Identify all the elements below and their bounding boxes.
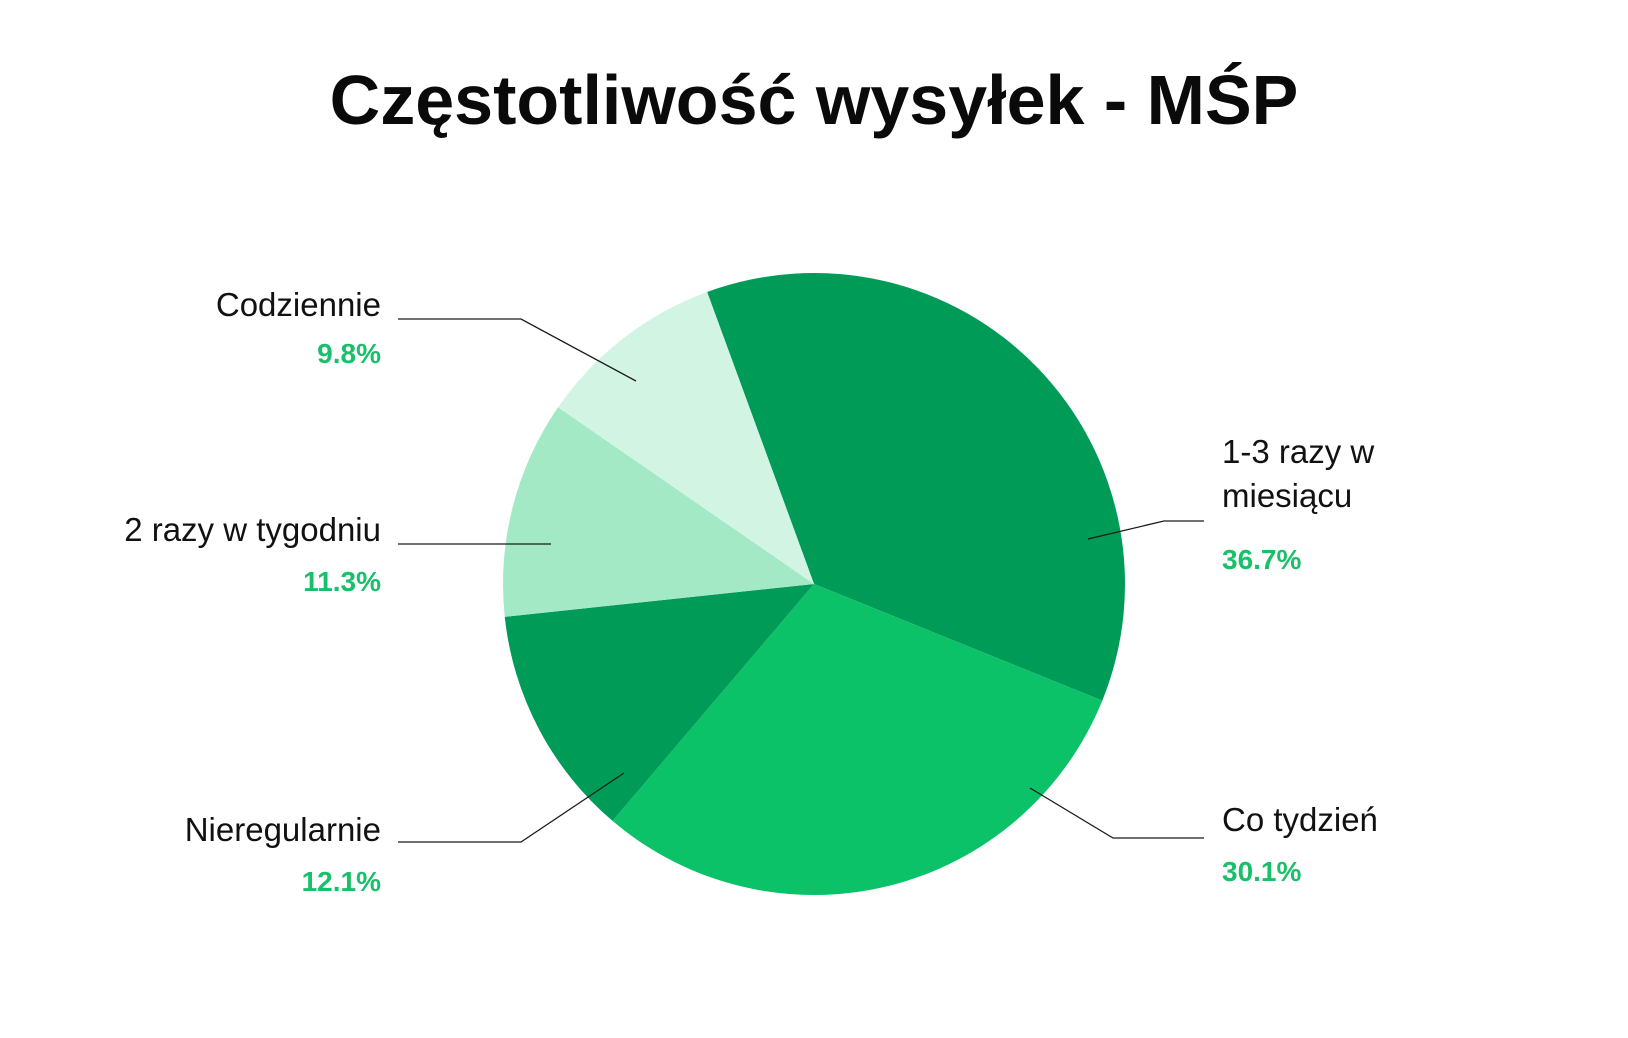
- slice-value-4: 11.3%: [303, 566, 381, 597]
- leader-line-2: [1029, 787, 1204, 839]
- chart-title: Częstotliwość wysyłek - MŚP: [329, 61, 1299, 139]
- slice-value-1: 36.7%: [1222, 544, 1301, 575]
- slice-value-3: 12.1%: [302, 866, 381, 897]
- slice-label-1: 1-3 razy w miesiącu: [1222, 433, 1374, 514]
- leader-line-3: [398, 772, 625, 843]
- slice-value-5: 9.8%: [317, 338, 381, 369]
- slice-labels: 1-3 razy w miesiącu 36.7% Co tydzień 30.1% Ni…: [124, 286, 1378, 897]
- leader-line-5: [398, 318, 637, 382]
- pie-slices: [503, 272, 1125, 895]
- slice-label-2: Co tydzień: [1222, 801, 1378, 838]
- slice-label-5: Codziennie: [216, 286, 381, 323]
- pie-slice-1: [707, 272, 1125, 701]
- pie-slice-3: [504, 584, 814, 821]
- leader-line-1: [1087, 520, 1204, 540]
- pie-slice-4: [503, 407, 814, 617]
- slice-value-2: 30.1%: [1222, 856, 1301, 887]
- pie-slice-2: [612, 584, 1103, 895]
- leader-lines: [398, 318, 1204, 843]
- slice-label-4: 2 razy w tygodniu: [124, 511, 381, 548]
- pie-slice-5: [558, 291, 814, 584]
- slice-label-3: Nieregularnie: [185, 811, 381, 848]
